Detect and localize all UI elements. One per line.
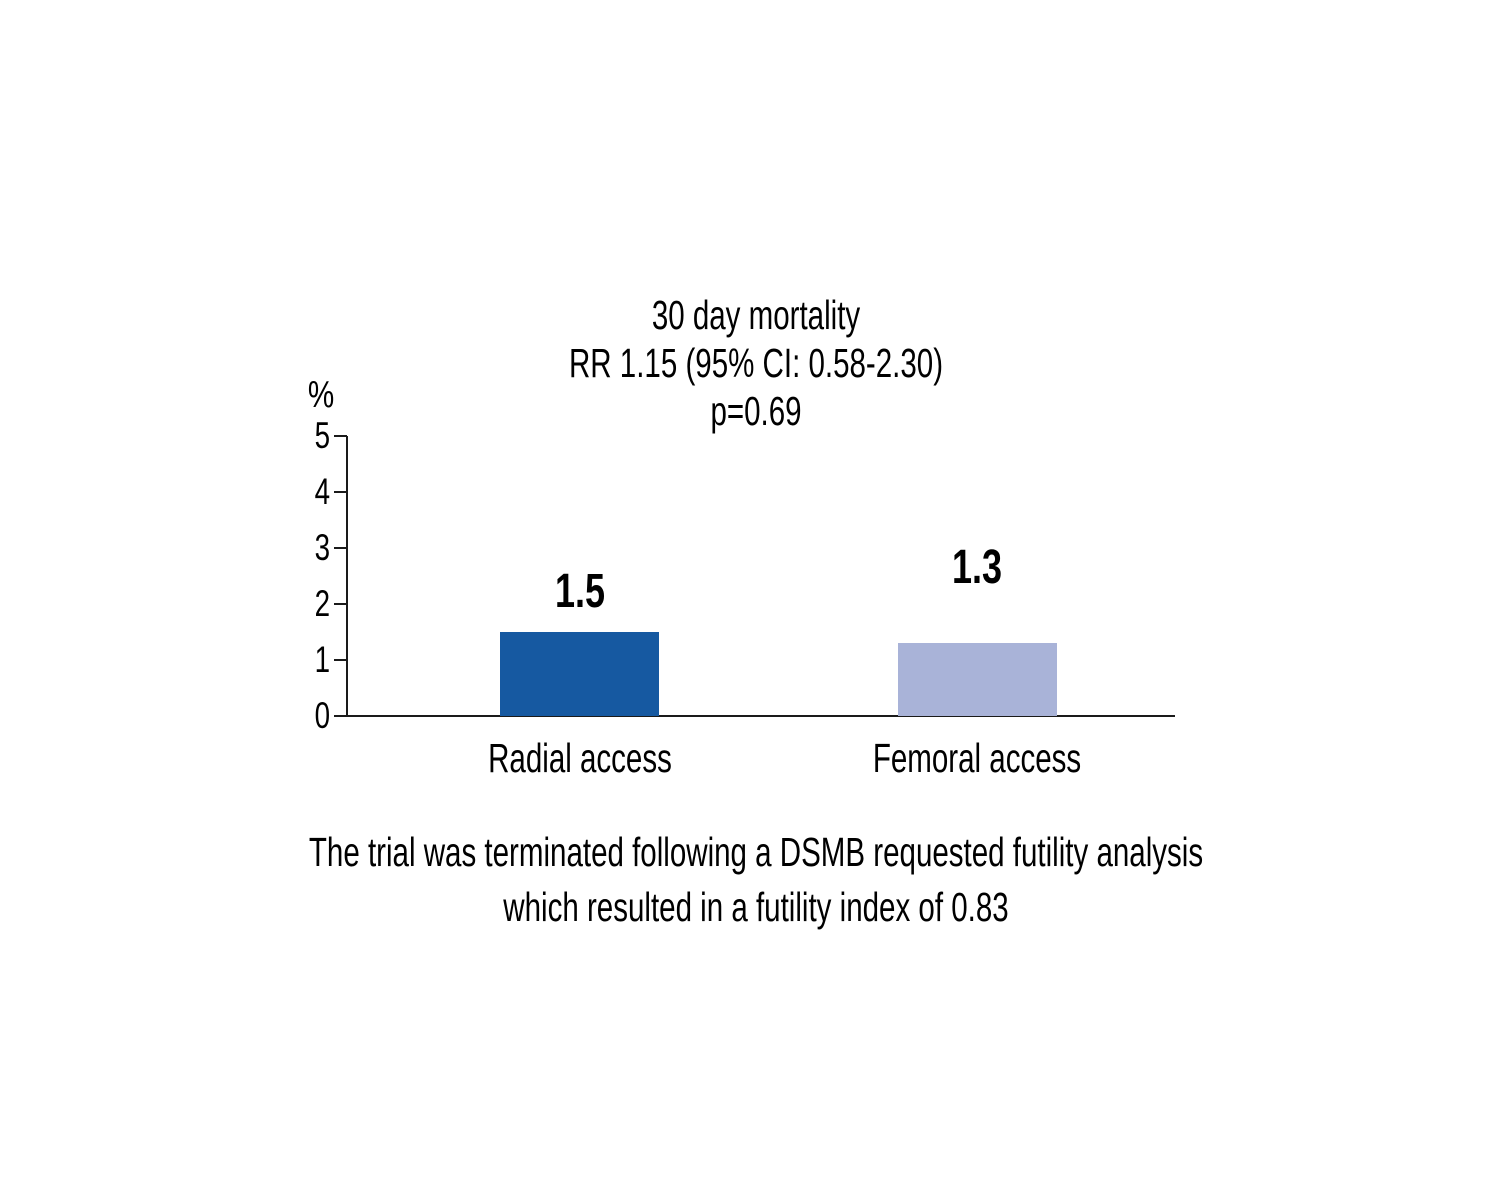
y-axis-tick-label: 2 [314, 583, 330, 624]
footnote: The trial was terminated following a DSM… [0, 825, 1512, 935]
y-axis-line [346, 436, 348, 717]
bar-radial-access [500, 632, 659, 716]
bar-value-label-femoral: 1.3 [877, 544, 1077, 592]
footnote-line-2: which resulted in a futility index of 0.… [503, 884, 1009, 930]
chart-title-line-1: 30 day mortality [651, 292, 861, 338]
bar-value-label-radial: 1.5 [480, 568, 680, 616]
y-axis-tick [334, 715, 347, 717]
chart-title: 30 day mortality RR 1.15 (95% CI: 0.58-2… [0, 291, 1512, 435]
bar-femoral-access [898, 643, 1057, 716]
y-axis-tick-label: 3 [314, 527, 330, 568]
chart-title-line-2: RR 1.15 (95% CI: 0.58-2.30) [568, 340, 944, 386]
footnote-line-1: The trial was terminated following a DSM… [308, 829, 1204, 875]
y-axis-tick-label: 0 [314, 695, 330, 736]
y-axis-tick-label: 4 [314, 471, 330, 512]
y-axis-tick [334, 659, 347, 661]
chart-title-line-3: p=0.69 [710, 388, 802, 434]
y-axis-tick [334, 435, 347, 437]
bar-value-text-femoral: 1.3 [951, 541, 1003, 594]
x-category-text-radial: Radial access [488, 735, 672, 781]
x-category-label-radial: Radial access [380, 736, 780, 780]
y-axis-tick [334, 491, 347, 493]
x-category-text-femoral: Femoral access [872, 735, 1082, 781]
x-category-label-femoral: Femoral access [777, 736, 1177, 780]
y-axis-tick-label: 1 [314, 639, 330, 680]
y-axis-tick-label: 5 [314, 415, 330, 456]
bar-value-text-radial: 1.5 [554, 565, 606, 618]
y-axis-tick [334, 547, 347, 549]
y-axis-unit-label: % [307, 374, 335, 416]
x-axis-line [346, 715, 1175, 717]
y-axis-tick [334, 603, 347, 605]
